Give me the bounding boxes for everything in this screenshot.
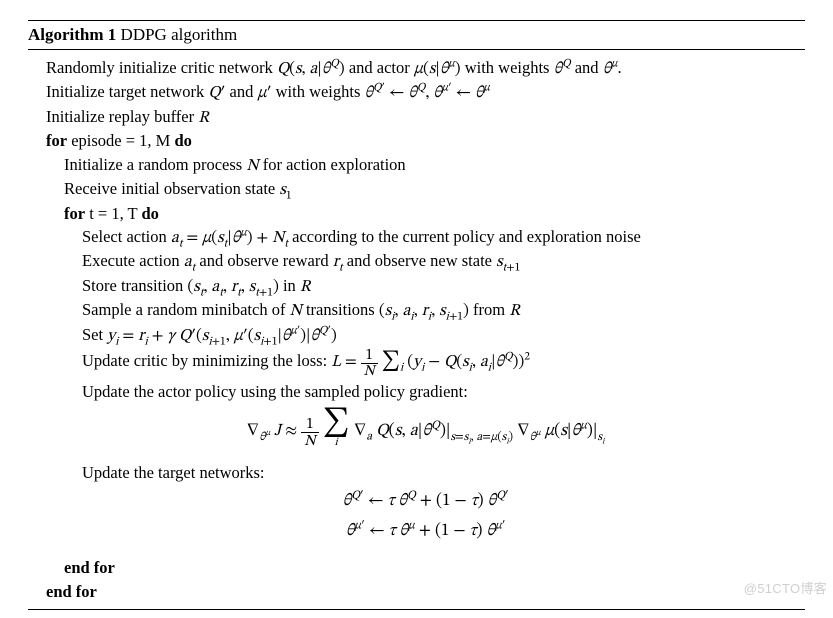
algo-line-set-y: Set yi = ri + γ Q′(si+1, μ′(si+1|θμ′)|θQ…	[46, 323, 805, 347]
algo-for-t: for t = 1, T do	[46, 202, 805, 225]
algo-line-receive-state: Receive initial observation state s1	[46, 177, 805, 201]
algorithm-name: DDPG algorithm	[121, 25, 238, 44]
kw-for: for	[46, 131, 67, 150]
algorithm-block: Algorithm 1 DDPG algorithm Randomly init…	[28, 20, 805, 610]
algorithm-body: Randomly initialize critic network Q(s, …	[28, 50, 805, 609]
algorithm-label: Algorithm 1	[28, 25, 116, 44]
algo-for-episode: for episode = 1, M do	[46, 129, 805, 152]
kw-do: do	[174, 131, 191, 150]
algo-line-sample: Sample a random minibatch of N transitio…	[46, 298, 805, 322]
algo-line-execute: Execute action at and observe reward rt …	[46, 249, 805, 273]
watermark: @51CTO博客	[744, 578, 827, 597]
algo-line-init-critic: Randomly initialize critic network Q(s, …	[46, 56, 805, 80]
algo-line-init-noise: Initialize a random process N for action…	[46, 153, 805, 177]
algo-line-init-buffer: Initialize replay buffer R	[46, 105, 805, 129]
algo-line-update-targets-text: Update the target networks:	[46, 461, 805, 484]
algo-line-update-actor-text: Update the actor policy using the sample…	[46, 380, 805, 403]
algo-line-select-action: Select action at = μ(st|θμ) + Nt accordi…	[46, 225, 805, 249]
algo-line-update-critic: Update critic by minimizing the loss: L …	[46, 347, 805, 380]
algo-endfor-inner: end for	[46, 556, 805, 579]
algorithm-title-row: Algorithm 1 DDPG algorithm	[28, 21, 805, 50]
algo-eq-policy-gradient: ∇θμ J ≈ 1N ∑i ∇a Q(s, a|θQ)|s=si, a=μ(si…	[46, 411, 805, 449]
kw-do-inner: do	[141, 204, 158, 223]
algo-line-store: Store transition (st, at, rt, st+1) in R	[46, 274, 805, 298]
algo-eq-target-mu: θμ′ ← τ θμ + (1 − τ) θμ′	[46, 518, 805, 544]
algo-endfor-outer: end for	[46, 580, 805, 603]
algo-line-init-target: Initialize target network Q′ and μ′ with…	[46, 80, 805, 104]
algo-eq-target-q: θQ′ ← τ θQ + (1 − τ) θQ′	[46, 488, 805, 514]
kw-for-inner: for	[64, 204, 85, 223]
